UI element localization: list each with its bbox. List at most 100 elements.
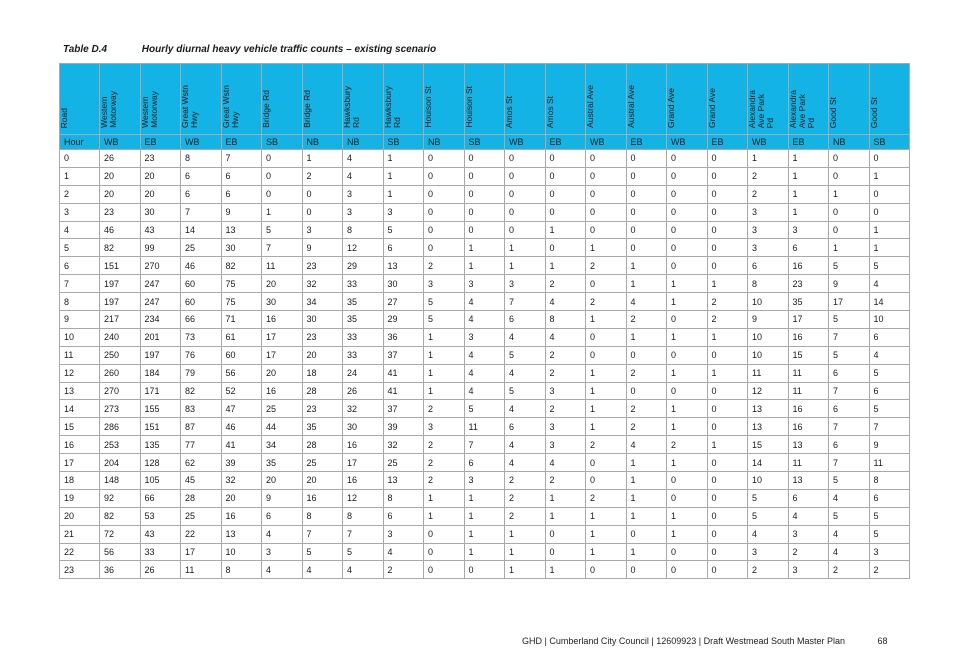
count-cell: 66 <box>139 488 181 508</box>
count-cell: 11 <box>463 417 505 437</box>
hour-cell: 8 <box>59 292 100 312</box>
count-cell: 82 <box>99 238 141 258</box>
count-cell: 79 <box>180 363 222 383</box>
count-cell: 37 <box>382 399 424 419</box>
count-cell: 2 <box>585 488 627 508</box>
count-cell: 4 <box>301 560 343 580</box>
count-cell: 0 <box>828 220 870 240</box>
count-cell: 60 <box>180 274 222 294</box>
count-cell: 7 <box>828 417 870 437</box>
traffic-counts-table: Road Western Motorway Western Motorway Gre… <box>59 63 910 580</box>
count-cell: 8 <box>342 220 384 240</box>
count-cell: 1 <box>463 488 505 508</box>
table-row: 14 273 155 83 47 25 23 32 37 2 5 4 2 1 2 1 0 13 16 6 5 <box>59 399 910 419</box>
count-cell: 4 <box>261 524 303 544</box>
road-header-row: Road Western Motorway Western Motorway Gre… <box>59 63 910 135</box>
count-cell: 6 <box>220 184 262 204</box>
direction-header-cell: EB <box>220 134 262 150</box>
count-cell: 0 <box>423 166 465 186</box>
count-cell: 6 <box>787 488 829 508</box>
count-cell: 2 <box>787 542 829 562</box>
count-cell: 16 <box>342 471 384 490</box>
table-row: 23 36 26 11 8 4 4 4 2 0 0 1 1 0 0 0 0 2 3 2 2 <box>59 560 910 580</box>
count-cell: 32 <box>382 435 424 455</box>
count-cell: 5 <box>423 310 465 329</box>
count-cell: 29 <box>382 310 424 329</box>
count-cell: 0 <box>585 184 627 204</box>
direction-header-cell: SB <box>463 134 505 150</box>
count-cell: 2 <box>625 417 667 437</box>
count-cell: 45 <box>180 471 222 490</box>
count-cell: 0 <box>706 166 748 186</box>
count-cell: 13 <box>747 417 789 437</box>
count-cell: 12 <box>342 488 384 508</box>
count-cell: 5 <box>423 292 465 312</box>
road-header-cell: Hawksbury Rd <box>382 63 424 135</box>
count-cell: 2 <box>423 471 465 490</box>
hour-cell: 4 <box>59 220 100 240</box>
count-cell: 0 <box>261 184 303 204</box>
count-cell: 0 <box>423 542 465 562</box>
count-cell: 4 <box>868 274 910 294</box>
count-cell: 17 <box>787 310 829 329</box>
count-cell: 28 <box>180 488 222 508</box>
count-cell: 37 <box>382 345 424 365</box>
count-cell: 11 <box>180 560 222 580</box>
count-cell: 1 <box>706 274 748 294</box>
count-cell: 2 <box>747 560 789 580</box>
count-cell: 6 <box>787 238 829 258</box>
count-cell: 1 <box>787 149 829 168</box>
hour-cell: 22 <box>59 542 100 562</box>
count-cell: 1 <box>666 399 708 419</box>
hour-cell: 5 <box>59 238 100 258</box>
count-cell: 0 <box>868 149 910 168</box>
table-row: 18 148 105 45 32 20 20 16 13 2 3 2 2 0 1 0 0 10 13 5 8 <box>59 471 910 490</box>
table-title: Hourly diurnal heavy vehicle traffic cou… <box>141 44 437 55</box>
count-cell: 1 <box>706 435 748 455</box>
table-row: 5 82 99 25 30 7 9 12 6 0 1 1 0 1 0 0 0 3 6 1 1 <box>59 238 910 258</box>
count-cell: 3 <box>463 471 505 490</box>
count-cell: 0 <box>544 542 586 562</box>
count-cell: 0 <box>423 149 465 168</box>
count-cell: 23 <box>301 256 343 276</box>
count-cell: 4 <box>544 292 586 312</box>
count-cell: 82 <box>180 381 222 401</box>
count-cell: 0 <box>706 453 748 473</box>
count-cell: 4 <box>342 560 384 580</box>
count-cell: 1 <box>423 327 465 347</box>
table-row: 7 197 247 60 75 20 32 33 30 3 3 3 2 0 1 1 1 8 23 9 4 <box>59 274 910 294</box>
count-cell: 6 <box>868 381 910 401</box>
count-cell: 0 <box>706 399 748 419</box>
road-header-cell: Western Motorway <box>139 63 181 135</box>
table-row: 13 270 171 82 52 16 28 26 41 1 4 5 3 1 0 0 0 12 11 7 6 <box>59 381 910 401</box>
count-cell: 6 <box>180 166 222 186</box>
count-cell: 5 <box>828 256 870 276</box>
count-cell: 0 <box>666 542 708 562</box>
count-cell: 13 <box>787 435 829 455</box>
count-cell: 15 <box>747 435 789 455</box>
count-cell: 9 <box>261 488 303 508</box>
count-cell: 7 <box>828 381 870 401</box>
count-cell: 0 <box>706 524 748 544</box>
count-cell: 6 <box>868 488 910 508</box>
count-cell: 1 <box>868 238 910 258</box>
count-cell: 5 <box>747 506 789 526</box>
count-cell: 3 <box>544 417 586 437</box>
direction-header-cell: WB <box>180 134 222 150</box>
count-cell: 2 <box>706 292 748 312</box>
hour-cell: 12 <box>59 363 100 383</box>
count-cell: 61 <box>220 327 262 347</box>
count-cell: 0 <box>666 488 708 508</box>
count-cell: 35 <box>261 453 303 473</box>
count-cell: 1 <box>585 524 627 544</box>
count-cell: 7 <box>868 417 910 437</box>
count-cell: 73 <box>180 327 222 347</box>
count-cell: 1 <box>625 542 667 562</box>
count-cell: 56 <box>220 363 262 383</box>
table-row: 16 253 135 77 41 34 28 16 32 2 7 4 3 2 4 2 1 15 13 6 9 <box>59 435 910 455</box>
count-cell: 0 <box>504 220 546 240</box>
count-cell: 2 <box>504 506 546 526</box>
count-cell: 33 <box>342 274 384 294</box>
count-cell: 4 <box>463 310 505 329</box>
table-row: 12 260 184 79 56 20 18 24 41 1 4 4 2 1 2 1 1 11 11 6 5 <box>59 363 910 383</box>
